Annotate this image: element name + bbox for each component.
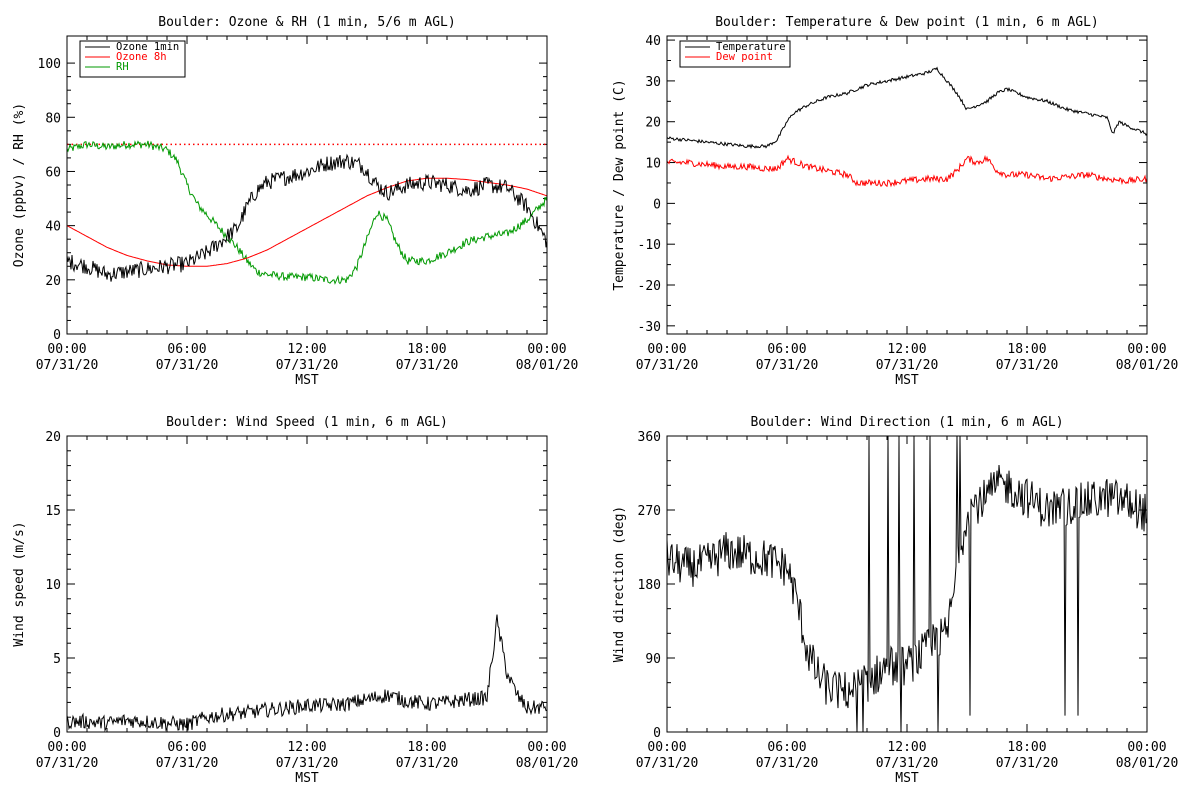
y-tick-label: 20	[45, 274, 61, 289]
x-tick-label-time: 06:00	[767, 740, 806, 755]
y-tick-label: 180	[638, 578, 661, 593]
legend-label: Ozone 8h	[116, 51, 167, 63]
x-tick-label-date: 08/01/20	[1116, 756, 1179, 771]
x-tick-label-time: 12:00	[887, 342, 926, 357]
y-axis-label: Wind speed (m/s)	[12, 521, 27, 646]
x-tick-label-date: 07/31/20	[996, 358, 1059, 373]
x-tick-label-date: 07/31/20	[756, 756, 819, 771]
chart-title: Boulder: Wind Speed (1 min, 6 m AGL)	[166, 415, 448, 430]
x-tick-label-date: 08/01/20	[1116, 358, 1179, 373]
x-tick-label-time: 00:00	[47, 740, 86, 755]
x-tick-label-time: 18:00	[1007, 342, 1046, 357]
x-tick-label-date: 07/31/20	[996, 756, 1059, 771]
y-tick-label: 0	[53, 328, 61, 343]
x-tick-label-time: 00:00	[527, 740, 566, 755]
x-tick-label-date: 07/31/20	[396, 358, 459, 373]
x-tick-label-date: 07/31/20	[396, 756, 459, 771]
x-tick-label-date: 07/31/20	[36, 358, 99, 373]
chart-panel-temp: Boulder: Temperature & Dew point (1 min,…	[612, 15, 1178, 388]
y-tick-label: 60	[45, 165, 61, 180]
plot-frame	[66, 435, 548, 733]
y-axis-label: Temperature / Dew point (C)	[612, 79, 627, 290]
x-axis-label: MST	[895, 373, 919, 388]
x-tick-label-time: 12:00	[287, 342, 326, 357]
y-tick-label: 40	[645, 34, 661, 49]
y-tick-label: 5	[53, 652, 61, 667]
series-line-temperature	[667, 66, 1147, 150]
x-tick-label-date: 07/31/20	[756, 358, 819, 373]
y-tick-label: -20	[638, 279, 661, 294]
y-tick-label: 270	[638, 504, 661, 519]
y-tick-label: -10	[638, 238, 661, 253]
y-tick-label: 0	[653, 197, 661, 212]
x-tick-label-time: 00:00	[647, 342, 686, 357]
y-tick-label: 20	[645, 116, 661, 131]
plot-frame	[66, 35, 548, 335]
x-tick-label-time: 00:00	[1127, 740, 1166, 755]
x-tick-label-time: 06:00	[767, 342, 806, 357]
y-tick-label: 40	[45, 220, 61, 235]
y-tick-label: -30	[638, 320, 661, 335]
x-tick-label-time: 00:00	[47, 342, 86, 357]
chart-panel-wdir: Boulder: Wind Direction (1 min, 6 m AGL)…	[612, 415, 1178, 786]
x-tick-label-date: 07/31/20	[156, 756, 219, 771]
x-tick-label-date: 07/31/20	[276, 756, 339, 771]
x-tick-label-time: 18:00	[1007, 740, 1046, 755]
x-tick-label-date: 07/31/20	[276, 358, 339, 373]
x-axis-label: MST	[895, 771, 919, 786]
x-tick-label-time: 18:00	[407, 740, 446, 755]
chart-title: Boulder: Temperature & Dew point (1 min,…	[715, 15, 1099, 30]
x-tick-label-date: 08/01/20	[516, 358, 579, 373]
series-line-rh	[67, 140, 547, 285]
y-axis-label: Wind direction (deg)	[612, 506, 627, 663]
y-tick-label: 100	[38, 57, 61, 72]
legend-label: Temperature	[716, 41, 786, 53]
x-tick-label-time: 00:00	[647, 740, 686, 755]
y-tick-label: 10	[645, 157, 661, 172]
y-tick-label: 30	[645, 75, 661, 90]
plot-frame	[666, 435, 1148, 733]
legend-label: RH	[116, 61, 129, 73]
legend-label: Dew point	[716, 51, 773, 63]
x-tick-label-date: 07/31/20	[636, 756, 699, 771]
y-tick-label: 0	[53, 726, 61, 741]
x-tick-label-date: 08/01/20	[516, 756, 579, 771]
x-tick-label-date: 07/31/20	[36, 756, 99, 771]
series-line-ozone-1min	[67, 153, 547, 282]
x-tick-label-date: 07/31/20	[636, 358, 699, 373]
x-tick-label-time: 00:00	[1127, 342, 1166, 357]
x-tick-label-date: 07/31/20	[156, 358, 219, 373]
x-tick-label-time: 12:00	[887, 740, 926, 755]
chart-panel-wspd: Boulder: Wind Speed (1 min, 6 m AGL) Wind…	[12, 415, 578, 786]
legend-label: Ozone 1min	[116, 41, 179, 53]
series-line-ozone-8h	[67, 177, 547, 267]
legend-box	[679, 40, 791, 68]
x-tick-label-date: 07/31/20	[876, 756, 939, 771]
series-line-main	[67, 614, 547, 732]
x-tick-label-time: 06:00	[167, 342, 206, 357]
y-tick-label: 10	[45, 578, 61, 593]
series-line-main	[667, 436, 1147, 732]
chart-panel-ozone: Boulder: Ozone & RH (1 min, 5/6 m AGL) Oz…	[12, 15, 578, 388]
chart-title: Boulder: Wind Direction (1 min, 6 m AGL)	[750, 415, 1063, 430]
y-tick-label: 20	[45, 430, 61, 445]
chart-title: Boulder: Ozone & RH (1 min, 5/6 m AGL)	[158, 15, 455, 30]
y-tick-label: 0	[653, 726, 661, 741]
y-axis-label: Ozone (ppbv) / RH (%)	[12, 103, 27, 267]
x-tick-label-date: 07/31/20	[876, 358, 939, 373]
y-tick-label: 90	[645, 652, 661, 667]
x-tick-label-time: 18:00	[407, 342, 446, 357]
plot-frame	[666, 35, 1148, 335]
x-tick-label-time: 12:00	[287, 740, 326, 755]
x-axis-label: MST	[295, 771, 319, 786]
y-tick-label: 360	[638, 430, 661, 445]
y-tick-label: 15	[45, 504, 61, 519]
series-line-dew-point	[667, 154, 1147, 188]
x-tick-label-time: 06:00	[167, 740, 206, 755]
x-axis-label: MST	[295, 373, 319, 388]
x-tick-label-time: 00:00	[527, 342, 566, 357]
y-tick-label: 80	[45, 111, 61, 126]
